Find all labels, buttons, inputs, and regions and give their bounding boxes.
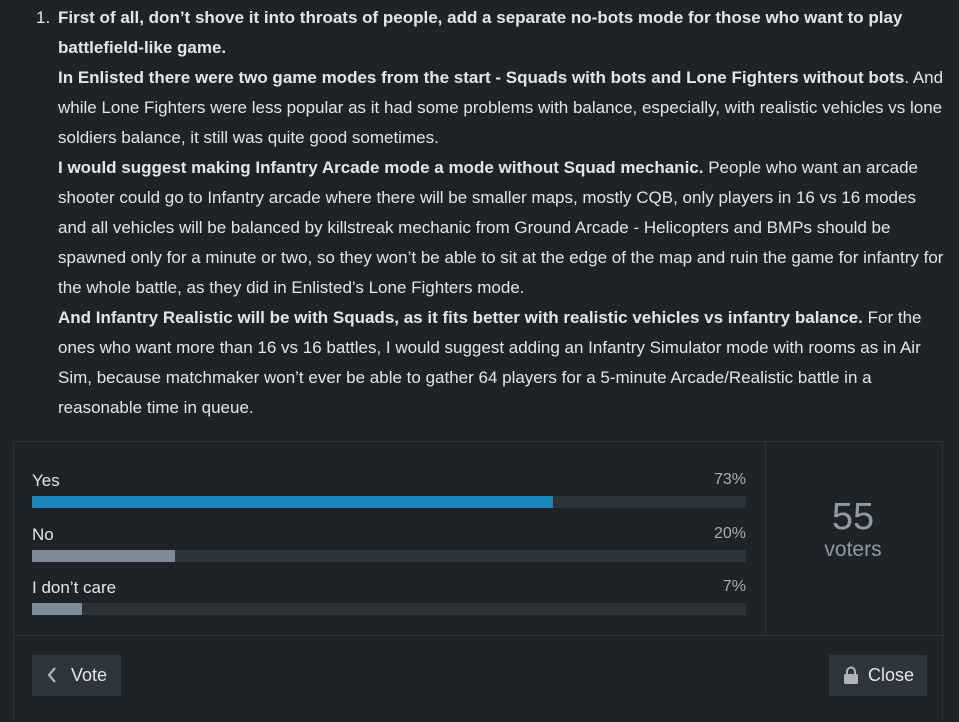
paragraph: And Infantry Realistic will be with Squa…	[58, 303, 948, 423]
voters: 55 voters	[765, 497, 941, 563]
bar	[32, 603, 82, 615]
paragraph: First of all, don’t shove it into throat…	[58, 3, 948, 63]
chevron-icon	[47, 667, 56, 683]
bar	[32, 496, 554, 508]
post-body: 1. First of all, don’t shove it into thr…	[36, 3, 948, 423]
bold-text: First of all, don’t shove it into throat…	[58, 8, 903, 57]
text: People who want an arcade shooter could …	[58, 158, 944, 297]
option-percent: 73%	[713, 471, 746, 488]
vote-button[interactable]: Vote	[32, 655, 121, 696]
bar-track	[32, 603, 746, 615]
option-percent: 7%	[722, 578, 746, 595]
bar-track	[32, 549, 746, 562]
text: For the ones who want more than 16 vs 16…	[58, 308, 922, 417]
option-percent: 20%	[713, 524, 746, 542]
paragraph: In Enlisted there were two game modes fr…	[58, 63, 948, 153]
close-button[interactable]: Close	[829, 655, 927, 696]
option-label: No	[32, 524, 54, 544]
option-label: Yes	[32, 471, 60, 490]
bold-text: I would suggest making Infantry Arcade m…	[58, 158, 704, 177]
bar	[32, 549, 175, 562]
bar-track	[32, 496, 746, 508]
close-label: Close	[868, 665, 915, 685]
lock-icon	[844, 666, 858, 684]
list-number: 1.	[36, 8, 51, 27]
voter-label: voters	[824, 538, 882, 561]
option-label: I don’t care	[32, 578, 117, 597]
voter-count: 55	[831, 496, 875, 538]
paragraph: I would suggest making Infantry Arcade m…	[58, 153, 948, 303]
text: . And while Lone Fighters were less popu…	[58, 68, 944, 147]
poll: Yes 73% No 20% I don’t care 7% 55 voters Vote…	[13, 441, 944, 721]
bold-text: And Infantry Realistic will be with Squa…	[58, 308, 863, 327]
vote-label: Vote	[71, 665, 108, 685]
poll-options: Yes 73% No 20% I don’t care 7%	[14, 442, 766, 636]
poll-footer	[14, 635, 944, 636]
bold-text: In Enlisted there were two game modes fr…	[58, 68, 905, 87]
